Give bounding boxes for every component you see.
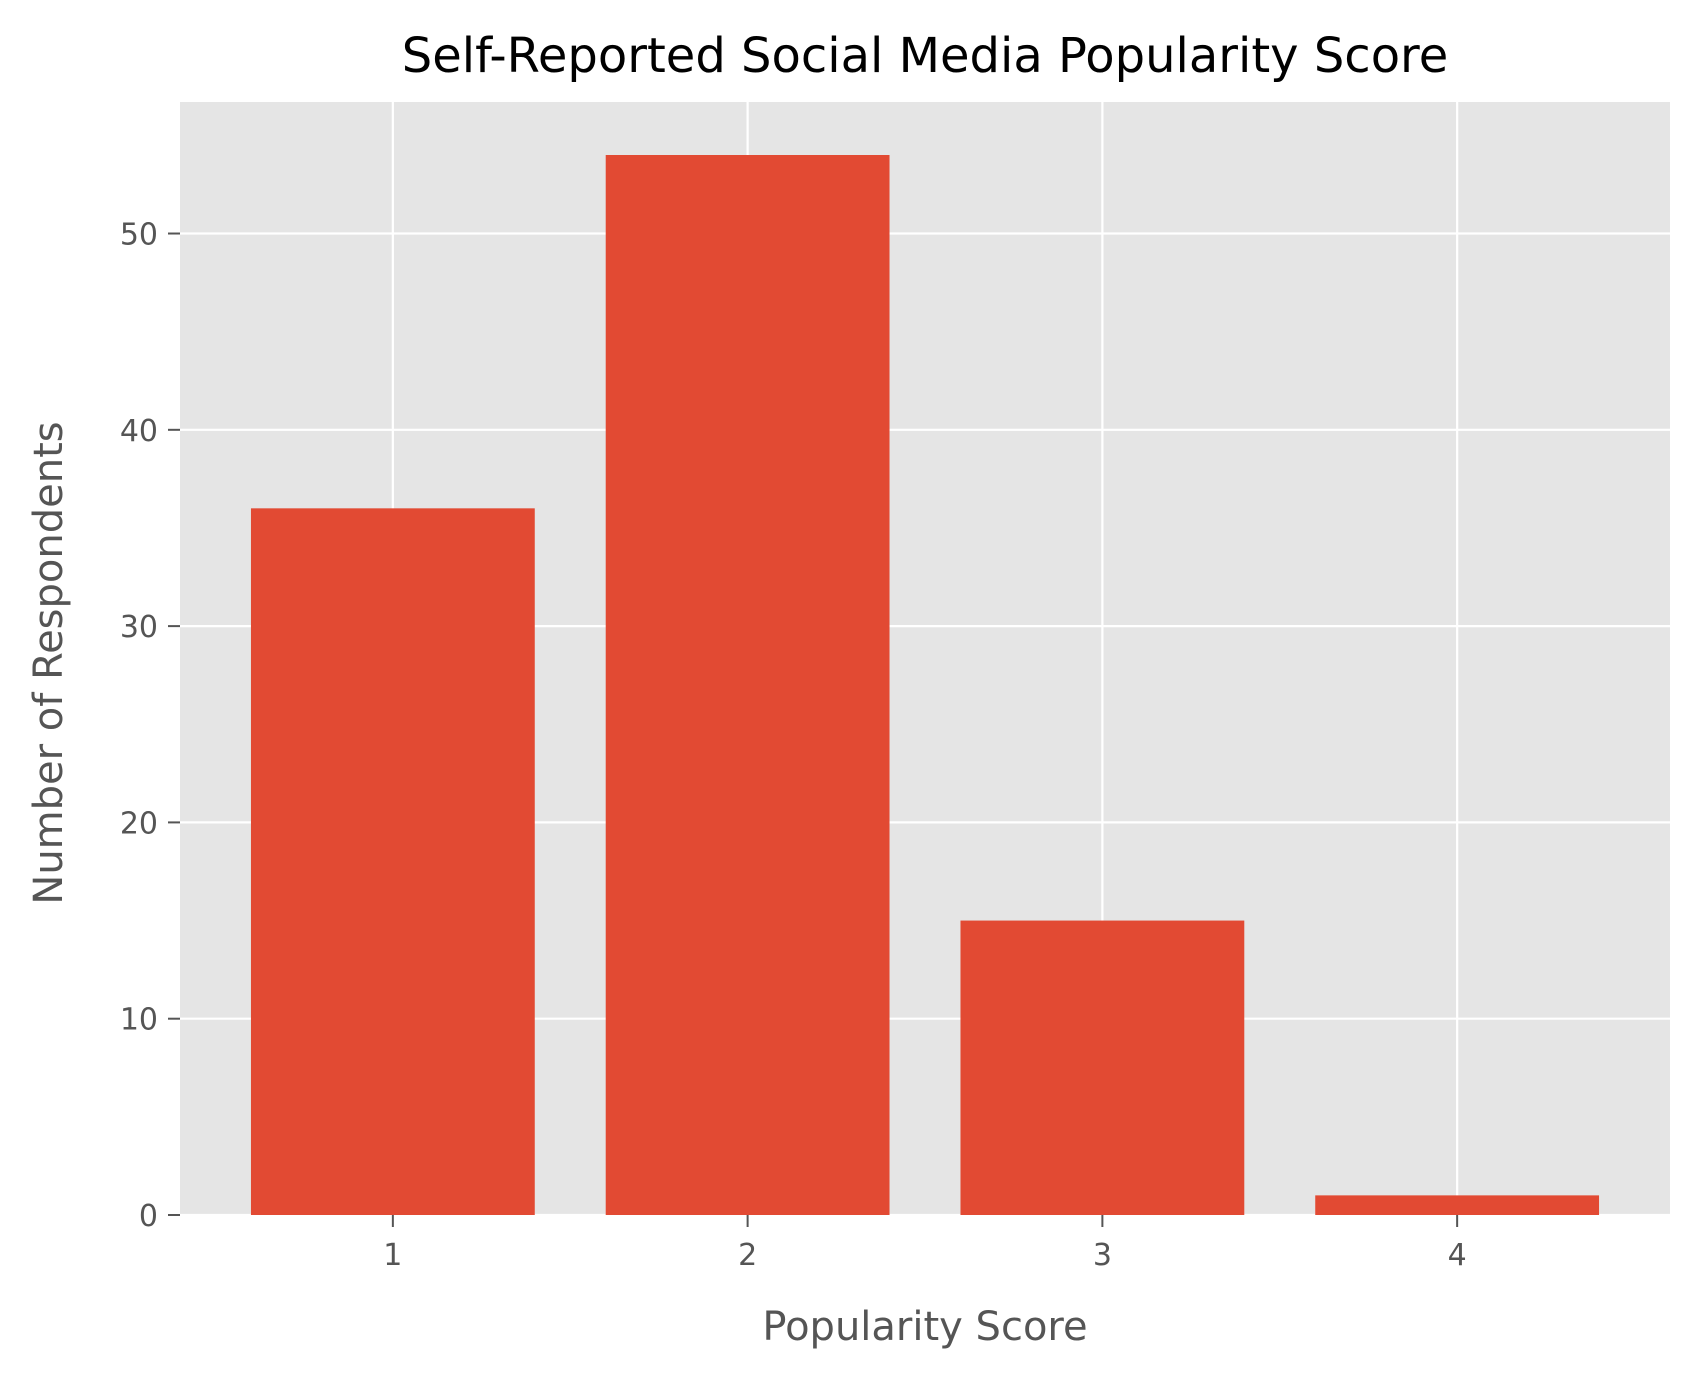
bar-1	[250, 508, 535, 1215]
x-tick-label: 4	[1448, 1238, 1467, 1273]
x-tick-label: 3	[1093, 1238, 1112, 1273]
axes: 0 10 20 30 40 50 1 2 3 4	[120, 218, 1467, 1273]
x-axis-label: Popularity Score	[762, 1304, 1087, 1350]
y-tick-label: 20	[120, 806, 158, 841]
bar-4	[1315, 1195, 1600, 1215]
bars	[250, 155, 1600, 1215]
y-axis-label: Number of Respondents	[26, 421, 72, 904]
y-tick-label: 10	[120, 1003, 158, 1038]
y-tick-label: 40	[120, 414, 158, 449]
bar-2	[605, 155, 890, 1215]
x-tick-label: 2	[738, 1238, 757, 1273]
bar-3	[960, 920, 1245, 1215]
y-tick-label: 30	[120, 610, 158, 645]
y-tick-label: 0	[139, 1199, 158, 1234]
y-tick-label: 50	[120, 218, 158, 253]
chart-title: Self-Reported Social Media Popularity Sc…	[402, 28, 1449, 84]
x-tick-label: 1	[383, 1238, 402, 1273]
